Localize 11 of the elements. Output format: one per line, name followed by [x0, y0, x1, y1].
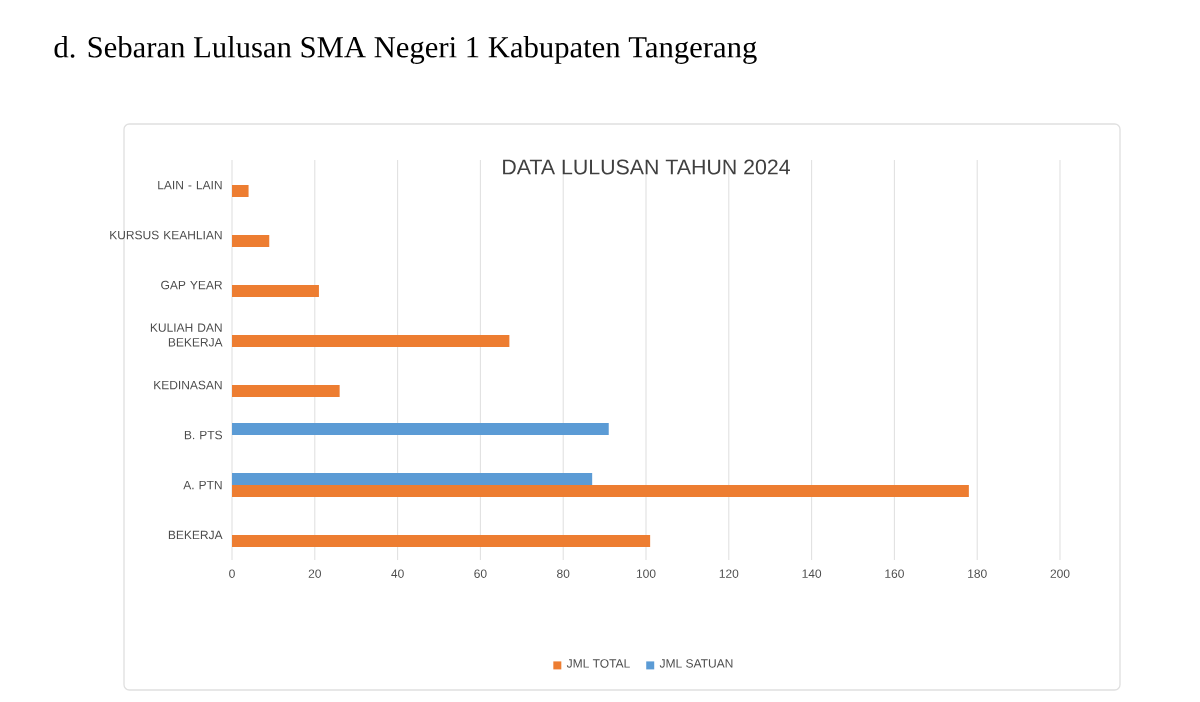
- bar: [232, 235, 270, 247]
- chart-subtitle: DATA LULUSAN TAHUN 2024: [503, 159, 790, 175]
- bar: [232, 535, 651, 548]
- bar: [232, 485, 969, 498]
- bar: [232, 185, 249, 197]
- bar: [232, 423, 609, 435]
- bar: [232, 285, 319, 297]
- bar: [232, 335, 510, 348]
- chart-title: d. Sebaran Lulusan SMA Negeri 1 Kabupaten Tangerang: [54, 36, 757, 64]
- bar: [232, 473, 593, 485]
- bar: [232, 385, 340, 398]
